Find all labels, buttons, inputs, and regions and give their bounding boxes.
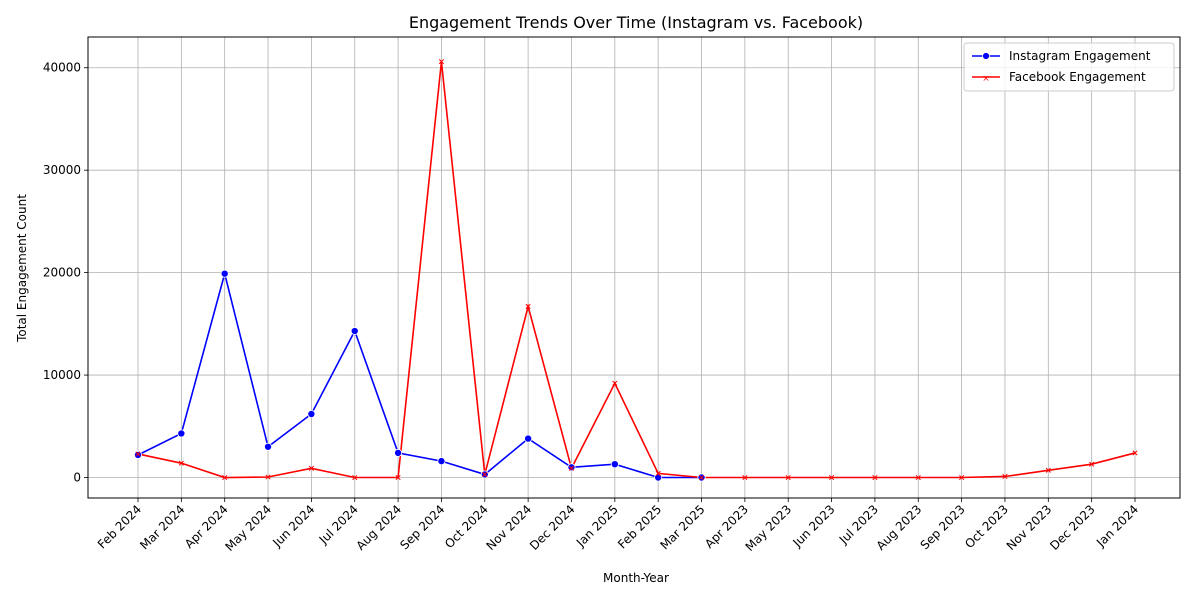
data-point [220,269,229,278]
y-tick-label: 20000 [43,266,81,280]
x-axis-label: Month-Year [603,571,669,585]
series-line-instagram [137,270,702,479]
data-point [352,474,358,481]
data-point [524,434,533,443]
data-point [394,448,403,457]
data-point [525,303,531,309]
legend: Instagram Engagement × Facebook Engageme… [963,42,1175,92]
legend-label-instagram: Instagram Engagement [1009,49,1151,63]
data-point [829,474,835,481]
data-point [177,429,186,438]
data-point [265,474,271,480]
data-point [655,470,661,476]
data-point [438,59,444,65]
data-point [698,474,705,481]
data-point [222,474,228,481]
plot-frame [87,36,1181,499]
data-point [308,465,314,471]
data-point [742,474,748,481]
legend-marker-facebook: × [982,74,990,84]
data-point [178,460,184,466]
y-tick-label: 0 [73,471,81,485]
data-point [482,471,488,477]
data-point [959,474,965,481]
data-point [567,463,576,472]
data-point [264,442,273,451]
y-tick-label: 10000 [43,368,81,382]
data-point [785,474,791,481]
data-point [135,451,141,457]
data-point [612,380,618,386]
data-point [915,474,921,481]
series-layer [133,59,1138,482]
data-point [1132,450,1138,456]
data-point [437,457,446,466]
series-line-facebook [137,61,1136,479]
grid-lines [88,37,1180,498]
legend-box [963,42,1175,92]
data-point [568,465,575,471]
data-point [1045,467,1051,473]
data-point [1002,473,1008,480]
data-point [307,409,316,418]
legend-marker-instagram [982,52,990,60]
data-point [1089,461,1095,467]
data-point [610,460,619,469]
y-tick-label: 30000 [43,163,81,177]
data-point [872,474,878,481]
series-markers-facebook [135,59,1138,481]
y-axis-ticks: 0 10000 20000 30000 40000 [43,61,88,485]
data-point [395,474,401,481]
data-point [350,327,359,336]
legend-label-facebook: Facebook Engagement [1009,70,1146,84]
chart-title: Engagement Trends Over Time (Instagram v… [409,13,863,32]
y-tick-label: 40000 [43,61,81,75]
y-axis-label: Total Engagement Count [15,194,29,343]
data-point [133,450,142,459]
data-point [654,473,663,482]
